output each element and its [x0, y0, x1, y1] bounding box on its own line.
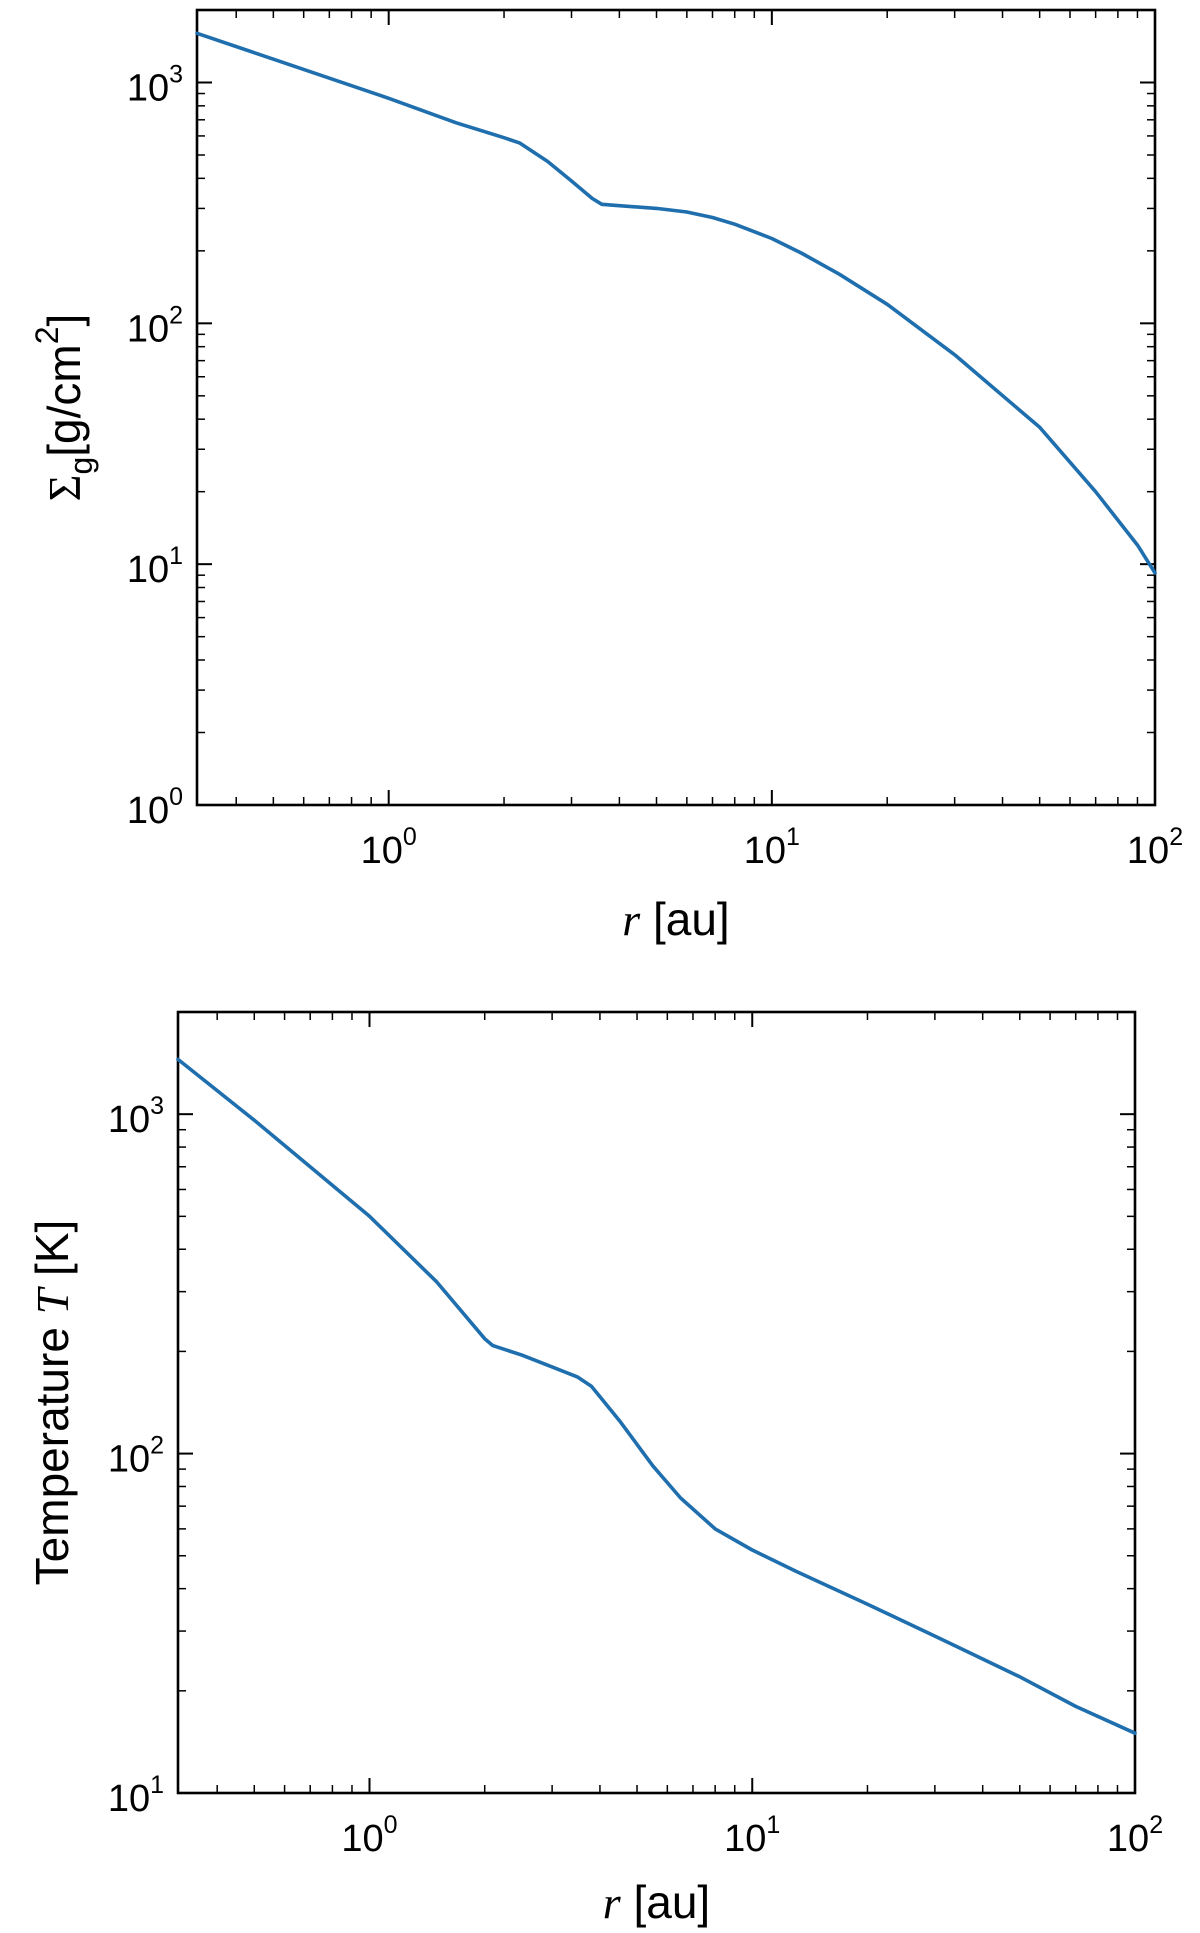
y-tick-label: 102	[108, 1432, 164, 1481]
x-tick-label: 102	[1127, 823, 1183, 872]
x-axis-label: r [au]	[622, 893, 729, 945]
x-tick-exponent: 1	[766, 1811, 780, 1839]
y-tick-exponent: 1	[150, 1771, 164, 1799]
y-tick-label: 103	[127, 60, 183, 109]
x-tick-exponent: 0	[403, 823, 417, 851]
y-tick-exponent: 2	[150, 1432, 164, 1460]
series-line-0	[176, 1057, 1137, 1735]
y-tick-base: 10	[108, 1778, 150, 1820]
y-tick-base: 10	[108, 1439, 150, 1481]
y-axis-unit: [g/cm	[38, 344, 90, 456]
y-tick-base: 10	[127, 308, 169, 350]
x-axis-unit: [au]	[640, 893, 730, 945]
axes-frame	[195, 8, 1157, 807]
x-axis-variable: r	[622, 894, 641, 945]
y-axis-symbol: Σ	[39, 475, 90, 502]
y-tick-exponent: 2	[169, 301, 183, 329]
y-tick-exponent: 0	[169, 783, 183, 811]
y-tick-base: 10	[127, 67, 169, 109]
x-tick-exponent: 0	[384, 1811, 398, 1839]
axes-frame	[176, 1010, 1137, 1795]
y-tick-label: 102	[127, 301, 183, 350]
y-tick-label: 103	[108, 1092, 164, 1141]
y-axis-variable: T	[27, 1285, 78, 1314]
x-axis-variable: r	[603, 1877, 622, 1928]
y-tick-base: 10	[108, 1099, 150, 1141]
y-tick-exponent: 3	[169, 60, 183, 88]
y-axis-label: Temperature T [K]	[26, 1220, 78, 1586]
x-tick-base: 10	[361, 830, 403, 872]
x-tick-label: 100	[341, 1811, 397, 1860]
x-tick-base: 10	[744, 830, 786, 872]
x-tick-label: 101	[744, 823, 800, 872]
x-axis-unit: [au]	[621, 1876, 711, 1928]
y-tick-label: 100	[127, 783, 183, 832]
x-tick-base: 10	[1127, 830, 1169, 872]
y-axis-close: ]	[38, 314, 90, 327]
series-line-0	[195, 31, 1157, 575]
x-tick-exponent: 2	[1149, 1811, 1163, 1839]
x-tick-label: 101	[724, 1811, 780, 1860]
x-tick-base: 10	[341, 1818, 383, 1860]
y-tick-exponent: 3	[150, 1092, 164, 1120]
x-tick-label: 102	[1107, 1811, 1163, 1860]
x-tick-exponent: 1	[786, 823, 800, 851]
x-tick-base: 10	[1107, 1818, 1149, 1860]
y-axis-word: Temperature	[26, 1314, 78, 1585]
y-tick-base: 10	[127, 790, 169, 832]
y-tick-base: 10	[127, 549, 169, 591]
x-tick-label: 100	[361, 823, 417, 872]
y-axis-label: Σg[g/cm2]	[29, 314, 99, 502]
y-tick-exponent: 1	[169, 542, 183, 570]
y-tick-label: 101	[127, 542, 183, 591]
x-tick-exponent: 2	[1169, 823, 1183, 851]
y-axis-subscript: g	[63, 457, 99, 475]
x-axis-label: r [au]	[603, 1876, 710, 1928]
y-tick-label: 101	[108, 1771, 164, 1820]
y-axis-unit: [K]	[26, 1220, 78, 1289]
y-axis-superscript: 2	[29, 326, 65, 344]
x-tick-base: 10	[724, 1818, 766, 1860]
